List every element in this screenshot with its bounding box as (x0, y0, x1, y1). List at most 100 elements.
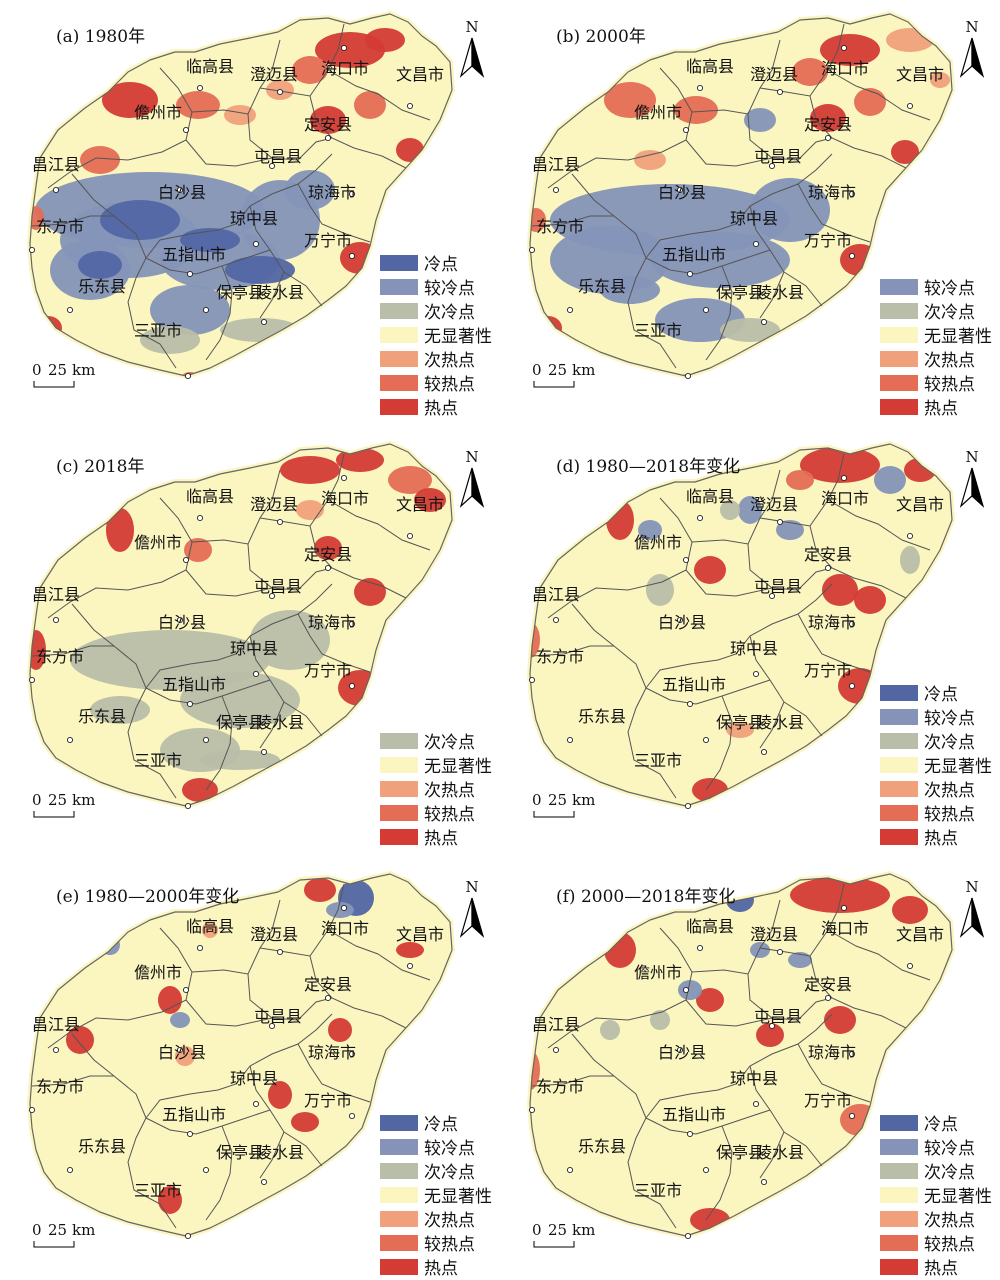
hotspot-patch-hot (694, 556, 726, 584)
place-name-label: 昌江县 (32, 585, 80, 604)
place-name-label: 屯昌县 (254, 1007, 302, 1026)
island-outline (29, 873, 453, 1237)
hotspot-patch-cool (326, 902, 354, 918)
north-arrow-left (459, 37, 473, 78)
place-name-label: 五指山市 (162, 1105, 226, 1124)
county-seat-dot-icon (186, 700, 194, 708)
place-name-label: 文昌市 (896, 495, 944, 514)
hotspot-patch-hot (268, 1081, 292, 1109)
county-seat-dot-icon (676, 1046, 684, 1054)
place-name-label: 临高县 (686, 917, 734, 936)
hotspot-patch-hot (810, 104, 846, 132)
legend-swatch-hot (880, 399, 918, 415)
county-seat-dot-icon (260, 1178, 268, 1186)
county-seat-dot-icon (340, 904, 348, 912)
county-boundary (31, 645, 114, 657)
county-boundary (249, 635, 285, 749)
legend-label: 热点 (924, 1259, 958, 1279)
county-boundary (747, 113, 833, 161)
county-seat-dot-icon (176, 186, 184, 194)
legend-swatch-warm (380, 375, 418, 391)
legend-swatch-none (380, 757, 418, 773)
county-seat-dot-icon (676, 616, 684, 624)
county-seat-dot-icon (406, 532, 414, 540)
place-name-label: 陵水县 (756, 713, 804, 732)
island-outline (29, 13, 453, 377)
legend-label: 次冷点 (924, 733, 975, 753)
county-boundary (145, 679, 271, 705)
place-name-label: 文昌市 (896, 925, 944, 944)
county-seat-dot-icon (252, 240, 260, 248)
place-name-label: 东方市 (536, 647, 584, 666)
county-boundary (297, 183, 371, 243)
place-name-label: 文昌市 (396, 65, 444, 84)
county-seat-dot-icon (752, 1100, 760, 1108)
county-seat-dot-icon (196, 514, 204, 522)
legend-swatch-cool (880, 279, 918, 295)
county-boundary (249, 1065, 285, 1179)
place-name-label: 保亭县 (716, 283, 764, 302)
hotspot-patch-cool (285, 170, 335, 210)
county-boundary (547, 927, 693, 1049)
place-name-label: 陵水县 (756, 283, 804, 302)
county-seat-dot-icon (348, 190, 356, 198)
county-seat-dot-icon (260, 748, 268, 756)
county-boundary (749, 1065, 785, 1179)
hotspot-patch-hot (800, 447, 880, 483)
county-seat-dot-icon (696, 514, 704, 522)
county-boundary (705, 1125, 733, 1221)
county-seat-dot-icon (906, 102, 914, 110)
place-name-label: 白沙县 (658, 613, 706, 632)
county-seat-dot-icon (684, 802, 692, 810)
county-seat-dot-icon (528, 246, 536, 254)
place-name-label: 屯昌县 (754, 147, 802, 166)
county-seat-dot-icon (906, 962, 914, 970)
place-name-label: 五指山市 (662, 1105, 726, 1124)
legend-label: 较热点 (424, 805, 475, 825)
legend-swatch-hot (380, 399, 418, 415)
legend-label: 次冷点 (924, 303, 975, 323)
county-seat-dot-icon (696, 944, 704, 952)
county-seat-dot-icon (202, 1166, 210, 1174)
legend-label: 热点 (924, 399, 958, 419)
county-boundary (283, 701, 323, 737)
scale-bar: 0 25 km (32, 1221, 95, 1248)
hotspot-patch-hot (790, 877, 890, 913)
county-boundaries (31, 23, 431, 369)
north-label: N (965, 18, 978, 36)
panel-title: (d) 1980—2018年变化 (556, 457, 740, 477)
hotspot-patch-cool (170, 1012, 190, 1028)
hotspot-patch-warm (184, 538, 212, 562)
hotspot-patch-hot (328, 1018, 352, 1042)
place-name-label: 三亚市 (634, 751, 682, 770)
hotspot-patch-subhot (202, 922, 218, 938)
county-boundary (645, 1109, 771, 1135)
county-seat-dot-icon (348, 620, 356, 628)
county-seat-dot-icon (406, 102, 414, 110)
county-seat-dot-icon (686, 270, 694, 278)
scale-value: 25 (548, 1221, 567, 1239)
county-boundaries (31, 883, 431, 1229)
place-name-label: 琼中县 (230, 209, 278, 228)
scale-bar: 0 25 km (32, 361, 95, 388)
county-seat-dot-icon (348, 252, 356, 260)
place-name-label: 三亚市 (634, 321, 682, 340)
north-arrow-right (971, 897, 985, 938)
legend-label: 冷点 (424, 1115, 458, 1135)
hotspot-patch-hot (414, 488, 446, 512)
legend-label: 较热点 (924, 805, 975, 825)
legend-label: 较热点 (924, 375, 975, 395)
county-seat-dot-icon (182, 986, 190, 994)
county-seat-dot-icon (566, 306, 574, 314)
place-name-label: 昌江县 (532, 1015, 580, 1034)
county-boundary (327, 499, 431, 551)
county-seat-dot-icon (324, 134, 332, 142)
county-seat-dot-icon (676, 186, 684, 194)
place-name-label: 定安县 (804, 545, 852, 564)
place-name-label: 文昌市 (396, 925, 444, 944)
county-boundary (145, 153, 333, 259)
legend-label: 次热点 (924, 781, 975, 801)
